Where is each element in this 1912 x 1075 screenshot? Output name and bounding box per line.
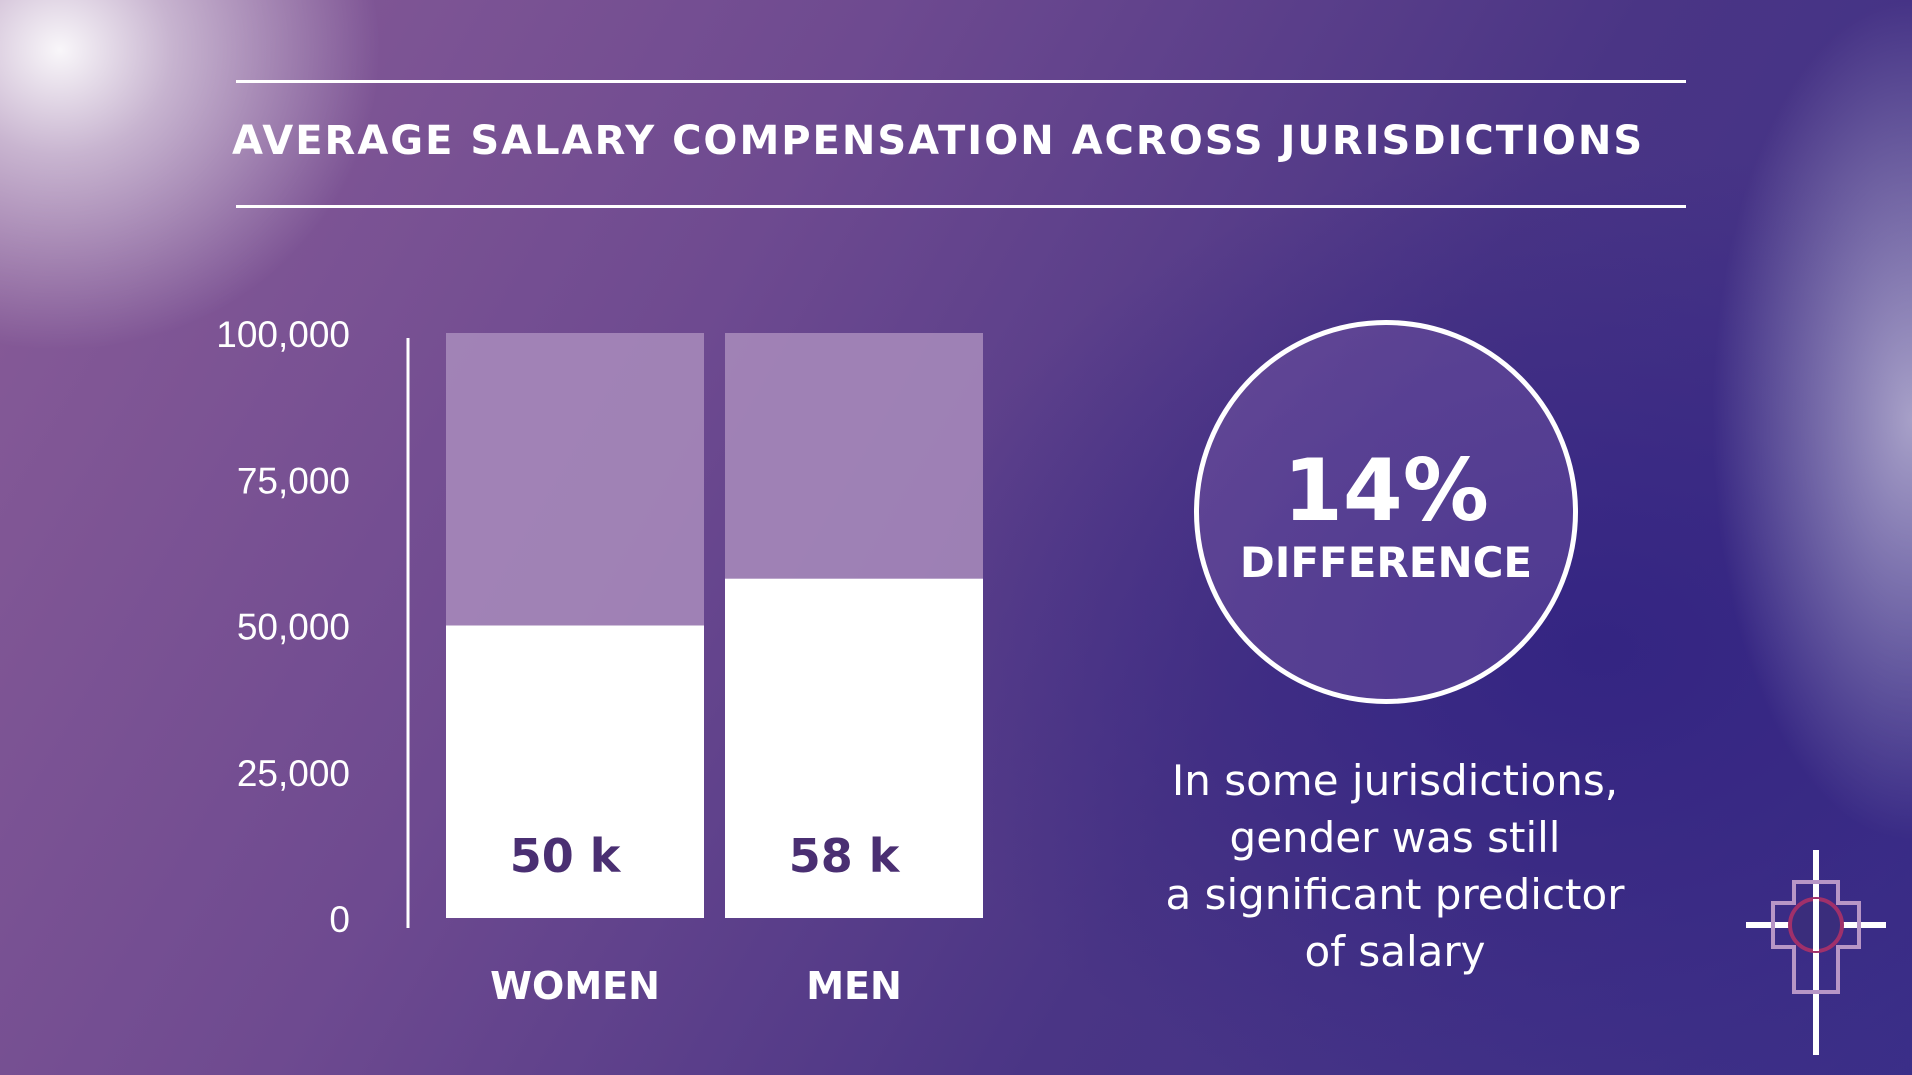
x-category-label: MEN (806, 964, 902, 1008)
caption-line: of salary (1304, 927, 1486, 976)
y-tick-label: 75,000 (237, 460, 350, 501)
caption-line: gender was still (1229, 813, 1561, 862)
difference-circle (1194, 320, 1578, 704)
title-top-rule (236, 80, 1686, 83)
bar-data-label: 50 k (510, 829, 622, 883)
y-tick-label: 25,000 (237, 753, 350, 794)
caption-line: a significant predictor (1165, 870, 1625, 919)
cross-emblem-icon (1746, 850, 1886, 1055)
y-tick-label: 0 (329, 899, 350, 940)
y-tick-label: 50,000 (237, 607, 350, 648)
caption-line: In some jurisdictions, (1171, 756, 1619, 805)
title-bottom-rule (236, 205, 1686, 208)
y-tick-label: 100,000 (216, 314, 350, 355)
chart-title: AVERAGE SALARY COMPENSATION ACROSS JURIS… (232, 118, 1645, 164)
difference-percent: 14% (1283, 441, 1489, 541)
bar-data-label: 58 k (789, 829, 901, 883)
x-category-label: WOMEN (490, 964, 660, 1008)
difference-label: DIFFERENCE (1239, 538, 1533, 587)
bar (446, 625, 704, 918)
caption: In some jurisdictions, gender was still … (1100, 752, 1690, 980)
bar (725, 578, 983, 918)
